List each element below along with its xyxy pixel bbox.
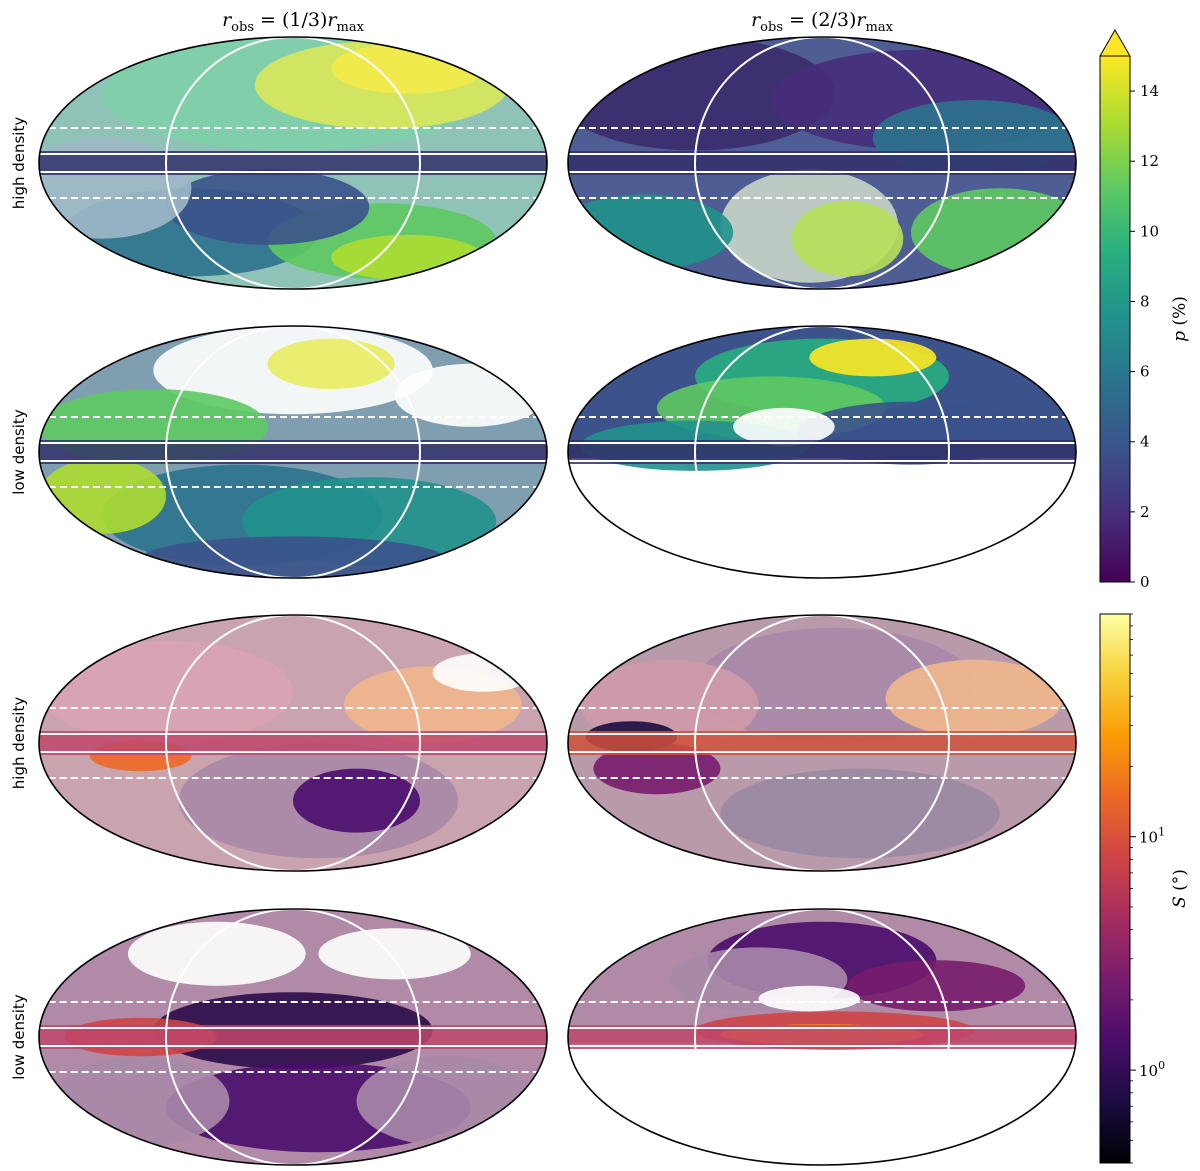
colorbar-p-tick-label: 10 [1140,222,1159,240]
map-structure [847,960,1026,1012]
map-structure [267,338,395,389]
map-panel-p-high-col1 [38,36,548,290]
map-structure [39,458,166,534]
map-panels [38,36,1077,1166]
map-outline [38,614,548,872]
row-label-low-4: low density [10,994,28,1080]
colorbars: 0 2 4 6 8 10 12 14 p (%) 100 101 S (°) [1099,28,1190,1164]
map-outline [567,325,1077,579]
row-label-high-3: high density [10,697,28,790]
map-structure [791,200,904,277]
map-structure [758,985,861,1012]
map-structure [568,194,734,271]
map-panel-p-high-col2 [567,36,1077,290]
map-panel-s-low-col2 [567,908,1077,1166]
meridian-circle [694,37,950,289]
map-panel-s-high-col1 [38,614,548,872]
colorbar-p-tick-label: 14 [1140,82,1159,100]
map-structure [39,640,293,743]
map-outline [38,36,548,290]
colorbar-s-label: S (°) [1170,869,1190,908]
map-outline [567,908,1077,1166]
map-panel-s-low-col1 [38,908,548,1166]
map-structure [140,536,446,578]
row-label-high-1: high density [10,117,28,210]
colorbar-s-tick-label: 100 [1139,1059,1165,1080]
meridian-circle [165,326,421,578]
meridian-circle [165,615,421,871]
map-structure [593,743,721,795]
colorbar-p-label: p (%) [1170,296,1190,342]
map-panel-p-low-col1 [38,325,548,579]
map-structure [910,188,1076,277]
colorbar-p-tick-label: 0 [1140,573,1150,591]
column-title-col2: robs = (2/3)rmax [751,9,893,35]
map-structure [51,1056,230,1146]
map-structure [293,768,420,833]
map-outline [38,908,548,1166]
row-label-low-2: low density [10,409,28,495]
colorbar-s-tick-label: 101 [1139,826,1165,847]
map-outline [567,36,1077,290]
colorbar-p-extend-arrow [1099,28,1131,57]
meridian-circle [165,909,421,1165]
map-structure [356,1056,535,1146]
map-structure [720,768,1000,859]
map-outline [567,614,1077,872]
colorbar-s-ramp [1099,613,1131,1164]
column-title-col1: robs = (1/3)rmax [222,9,364,35]
map-structure [885,659,1064,737]
map-structure [166,169,370,245]
meridian-circle [694,615,950,871]
map-panel-p-low-col2 [567,325,1077,579]
colorbar-s: 100 101 S (°) [1099,613,1190,1164]
colorbar-p-tick-label: 4 [1140,433,1150,451]
map-outline [38,325,548,579]
meridian-circle [694,909,950,1165]
map-structure [809,338,937,377]
colorbar-p-tick-label: 2 [1140,503,1150,521]
colorbar-p: 0 2 4 6 8 10 12 14 p (%) [1099,28,1190,591]
colorbar-p-tick-label: 6 [1140,363,1150,381]
colorbar-p-ramp [1099,55,1131,583]
map-structure [318,928,471,980]
column-titles: robs = (1/3)rmax robs = (2/3)rmax [222,9,893,35]
meridian-circle [165,37,421,289]
row-labels: high density low density high density low d… [10,117,28,1080]
map-structure [127,921,306,986]
meridian-circle [694,326,950,578]
colorbar-p-tick-label: 8 [1140,292,1150,310]
colorbar-p-tick-label: 12 [1140,152,1159,170]
map-panel-s-high-col2 [567,614,1077,872]
